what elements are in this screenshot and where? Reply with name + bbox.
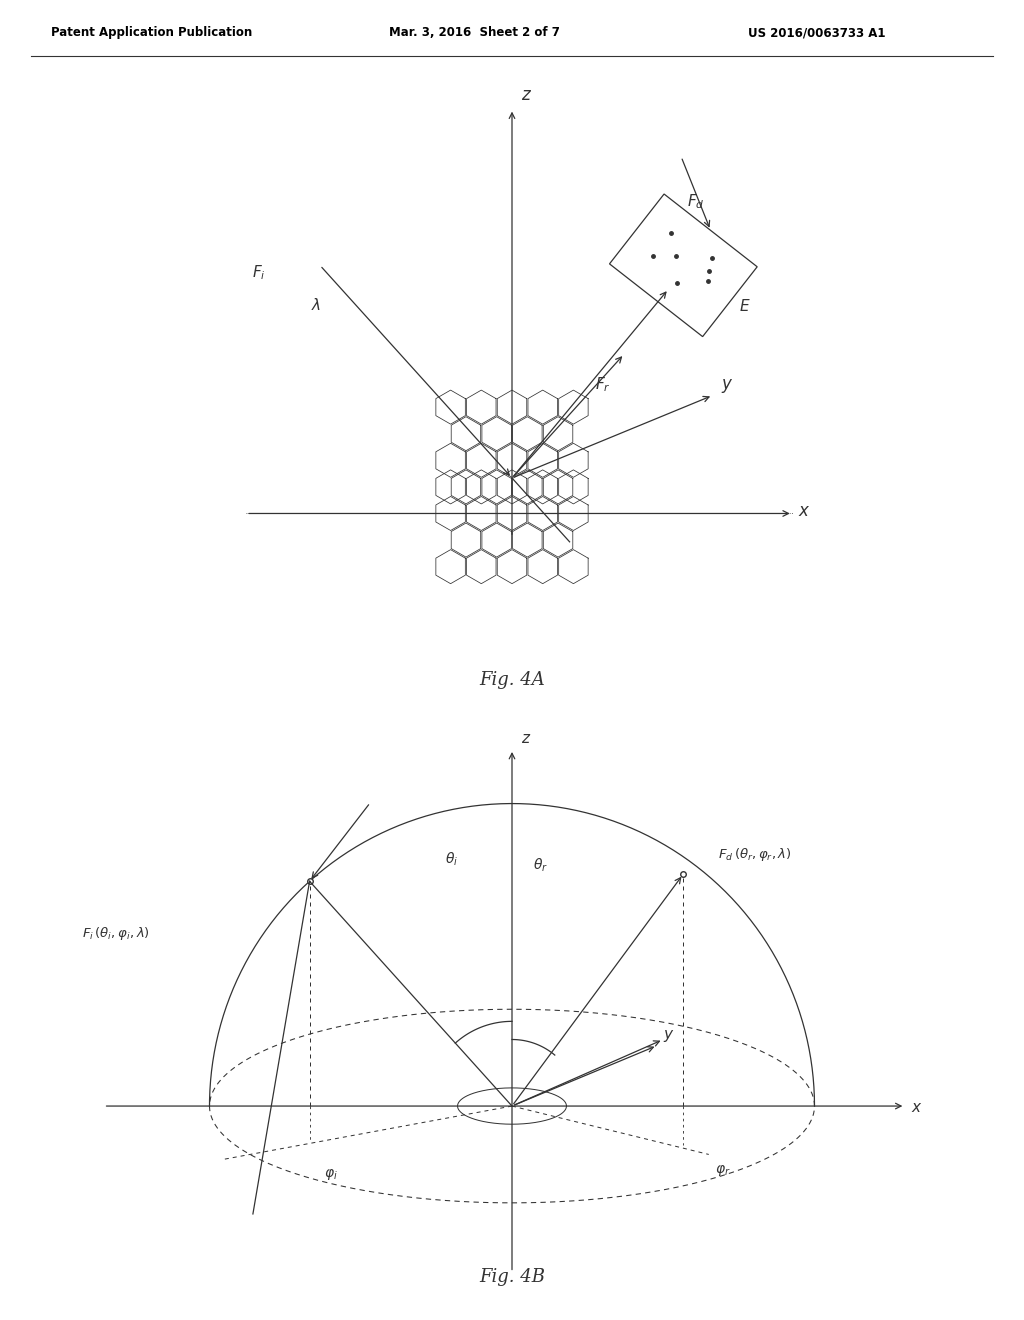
Text: $F_d$: $F_d$ [687,193,705,211]
Text: z: z [521,731,529,746]
Text: Fig. 4A: Fig. 4A [479,671,545,689]
Text: $F_i\,(\theta_i,\varphi_i,\lambda)$: $F_i\,(\theta_i,\varphi_i,\lambda)$ [83,924,151,941]
Text: $\varphi_r$: $\varphi_r$ [715,1163,730,1177]
Text: Patent Application Publication: Patent Application Publication [51,26,253,40]
Text: $E$: $E$ [738,297,751,314]
Text: x: x [799,503,808,520]
Text: $\lambda$: $\lambda$ [311,297,322,313]
Text: Mar. 3, 2016  Sheet 2 of 7: Mar. 3, 2016 Sheet 2 of 7 [389,26,560,40]
Text: Fig. 4B: Fig. 4B [479,1267,545,1286]
Text: $\varphi_i$: $\varphi_i$ [324,1167,338,1183]
Text: $F_r$: $F_r$ [595,375,610,395]
Text: US 2016/0063733 A1: US 2016/0063733 A1 [748,26,885,40]
Text: $\theta_i$: $\theta_i$ [445,851,459,869]
Text: y: y [722,375,731,393]
Text: $F_i$: $F_i$ [252,263,265,282]
Text: $\theta_r$: $\theta_r$ [534,857,548,874]
Text: y: y [664,1027,672,1043]
Text: x: x [911,1100,921,1115]
Text: z: z [521,86,529,104]
Text: $F_d\,(\theta_r,\varphi_r,\lambda)$: $F_d\,(\theta_r,\varphi_r,\lambda)$ [718,846,792,863]
